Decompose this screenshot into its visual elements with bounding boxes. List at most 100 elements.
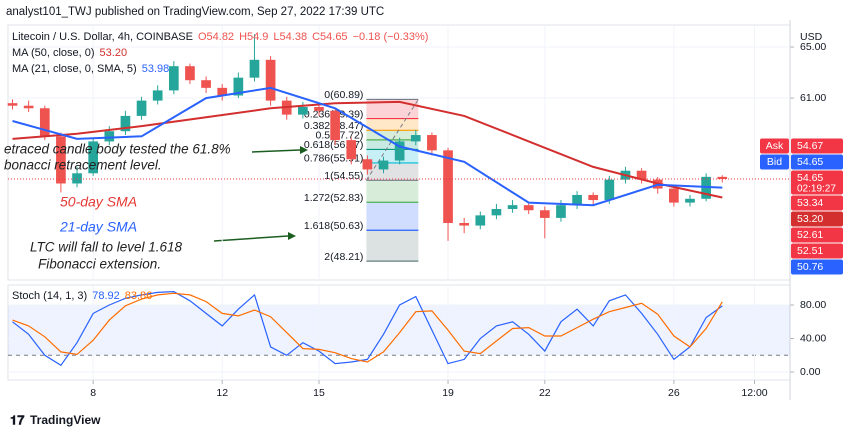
candle-body [265,59,276,101]
annotation: 50-day SMA [60,194,137,210]
arrow-head [300,146,308,154]
y-tick-label: 40.00 [800,332,826,344]
badge-label: 52.51 [797,245,823,257]
legend-item: 53.98 [142,63,170,75]
fib-trend [365,99,419,181]
legend-item: C54.65 [312,31,347,43]
candle-body [556,205,566,218]
arrows [213,146,308,242]
candle-body [394,141,405,161]
badge-bg [791,243,843,259]
candle-body [72,173,82,184]
badge-bg [791,195,843,211]
annotation: Fibonacci extension. [38,257,161,272]
badge-label: 50.76 [797,261,823,273]
fib-label: 0(60.89) [324,89,363,101]
x-tick-label: 8 [90,387,96,399]
fib-label: 2(48.21) [324,251,363,263]
candle-body [475,215,486,226]
badge-name: Bid [767,156,782,168]
candle-body [233,77,244,96]
axis-unit: USD [800,31,823,43]
candle-body [7,103,18,106]
logo-mark: 𝟏𝟕 [10,412,25,427]
candle-body [717,176,728,180]
candle-body [604,179,615,201]
ma-line [12,86,723,207]
candle-body [459,223,470,226]
candle-body [572,194,582,206]
candle-body [104,131,115,142]
candle-body [168,66,179,91]
fib-band [366,180,419,203]
y-tick-label: 61.00 [800,92,826,104]
stoch-line [12,292,723,363]
arrow [213,235,289,242]
fib-label: 1.272(52.83) [304,192,364,204]
fib-band [366,139,419,150]
candle-body [588,194,599,201]
logo-text: TradingView [30,413,101,427]
legend-line: MA (50, close, 0) 53.20 [12,47,127,59]
badge-name-bg [760,154,789,170]
legend-item: MA (21, close, 0, SMA, 5) [12,63,137,75]
badge-label: 52.61 [797,229,823,241]
legend-item: 83.86 [125,290,153,302]
candle-body [39,108,50,137]
candle-body [217,87,228,96]
badge-name: Ask [766,140,784,152]
fib-label: 1(54.55) [324,170,363,182]
legend-item: Litecoin / U.S. Dollar, 4h, COINBASE [12,31,193,43]
x-tick-label: 19 [442,387,454,399]
badge-bg [791,227,843,243]
fib-band [366,130,419,140]
badge-sub: 02:19:27 [797,184,836,195]
publisher: analyst101_TWJ published on TradingView.… [6,6,384,18]
fib-band [366,99,419,119]
candle-body [362,159,373,170]
badge-label: 53.20 [797,213,823,225]
candle-body [298,106,308,115]
candle-body [491,208,502,216]
arrow-head [288,232,296,240]
badge-bg [791,259,843,275]
candle-body [636,170,647,180]
candle-body [136,100,147,116]
y-tick-label: 0.00 [800,366,821,378]
stoch-band [8,305,790,356]
x-tick-label: 12 [216,387,228,399]
legend-item: H54.9 [239,31,268,43]
badge-label: 54.67 [797,140,823,152]
footer-logo: 𝟏𝟕 TradingView [10,412,101,427]
candle-body [56,136,66,184]
badge-bg [791,170,843,195]
fib-band [366,162,419,181]
badge-name-bg [760,138,789,154]
badge-label: 53.34 [797,197,823,209]
candle-body [427,135,437,151]
ma-line [12,100,723,199]
candle-body [669,188,679,203]
annotation: 21-day SMA [59,219,137,235]
x-tick-label: 22 [539,387,551,399]
badge-label: 54.65 [797,172,823,184]
badge-bg [791,154,843,170]
candle-body [88,141,99,174]
candle-body [378,160,389,170]
y-tick-label: 80.00 [800,299,826,311]
legend-item: MA (50, close, 0) [12,47,95,59]
candle-body [23,105,34,109]
fib-label: 1.618(50.63) [304,220,364,232]
x-tick-label: 26 [668,387,680,399]
annotation: etraced candle body tested the 61.8% [4,142,231,157]
legend-line: Litecoin / U.S. Dollar, 4h, COINBASE O54.… [12,31,428,43]
x-tick-label: 15 [313,387,325,399]
stoch-line [12,290,723,367]
candle-body [443,150,453,224]
y-tick-label: 65.00 [800,41,826,53]
badge-bg [791,138,843,154]
candle-body [120,115,131,132]
candle-body [314,106,324,111]
arrow [251,149,301,153]
